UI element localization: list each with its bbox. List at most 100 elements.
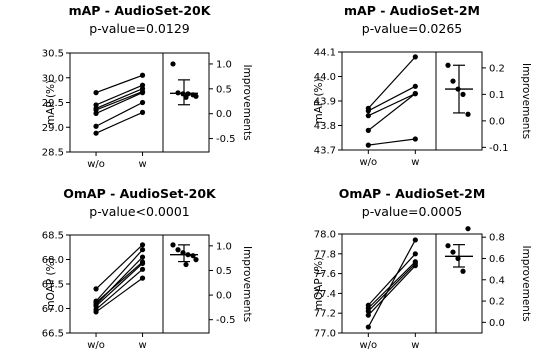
y-tick-label: 30.5 [42,49,64,60]
point-with [139,260,146,267]
point-without [365,312,371,318]
pair-line [95,74,143,94]
y-tick-label: 43.9 [314,97,336,108]
improvement-axis-label: Improvements [520,63,532,139]
improvement-point [175,90,181,96]
point-without [93,130,99,136]
improvement-point [460,91,466,97]
point-with [412,237,418,243]
y-tick-label: 77.8 [314,249,336,260]
y-tick-label: 68.5 [42,231,64,242]
point-with [412,83,418,89]
x-tick-label: w/o [359,157,377,168]
point-with [139,72,146,78]
improvement-point [190,253,196,259]
pair-line [95,91,143,111]
y-tick-label: 68.0 [42,255,64,266]
chart-panel-1: mAP - AudioSet-20K p-value=0.0129 28.5 29.0… [42,3,253,170]
plot-frame [69,52,210,153]
improvement-point [460,268,466,274]
improvement-point [465,226,471,232]
pair-line [95,244,143,290]
improvement-tick-label: 0.8 [489,233,505,244]
point-with [139,275,146,281]
y-tick-label: 77.4 [314,289,336,300]
point-without [365,108,371,114]
y-tick-label: 29.5 [42,98,64,109]
improvement-tick-label: 0.6 [489,254,505,265]
pair-line [368,138,416,146]
y-tick-label: 77.2 [314,309,336,320]
improvement-point [450,78,456,84]
point-with [412,91,418,97]
improvement-point [455,255,461,262]
pair-line [95,268,143,310]
pair-line [368,93,416,117]
pair-line [95,101,143,127]
y-tick-label: 30.0 [42,73,64,84]
pair-line [95,92,143,114]
pair-line [95,262,143,307]
pair-line [95,111,143,134]
improvement-point [455,86,461,92]
improvement-axis-label: Improvements [241,64,253,140]
chart-subtitle: p-value<0.0001 [89,204,189,219]
point-without [93,110,99,116]
point-without [93,123,99,129]
improvement-tick-label: 1.0 [216,241,232,252]
y-axis-label: mAP (%) [45,80,57,125]
improvement-tick-label: 0.5 [216,266,232,277]
x-tick-label: w/o [87,340,105,351]
improvement-point [180,250,186,256]
improvement-point [170,242,176,248]
x-tick-label: w [138,159,146,170]
pair-line [95,249,143,302]
point-without [365,142,371,148]
chart-panel-4: OmAP - AudioSet-2M p-value=0.0005 77.0 77.2… [313,186,532,351]
pair-line [367,93,416,131]
point-with [412,263,418,269]
pair-line [95,88,143,109]
point-with [139,90,146,96]
pair-line [367,56,416,109]
x-tick-label: w [411,340,419,351]
improvement-axis-label: Improvements [520,245,532,321]
point-with [412,136,418,142]
improvement-point [445,243,451,249]
y-tick-label: 43.8 [314,121,336,132]
pair-line [368,85,416,112]
improvement-tick-label: 1.0 [216,59,232,70]
improvement-point [185,252,191,258]
improvement-tick-label: -0.1 [489,143,509,154]
plot-frame [341,51,483,151]
pair-line [367,265,416,316]
improvement-point [183,261,189,268]
pair-line [95,277,143,313]
pair-line [367,261,416,309]
y-tick-label: 43.7 [314,146,336,157]
improvement-point [183,94,189,100]
point-without [365,127,371,133]
y-tick-label: 66.5 [42,329,64,340]
y-tick-label: 44.0 [314,72,336,83]
improvement-axis-label: Improvements [241,246,253,322]
y-axis-label: mOAP (%) [45,257,57,310]
chart-panel-3: OmAP - AudioSet-20K p-value<0.0001 66.5 67.… [42,186,253,351]
y-tick-label: 67.0 [42,304,64,315]
pair-line [367,263,416,312]
x-tick-label: w [138,340,146,351]
point-without [93,309,99,315]
improvement-tick-label: 0.0 [216,109,232,120]
point-with [139,109,146,115]
point-without [365,308,371,314]
improvement-tick-label: 0.0 [216,291,232,302]
y-tick-label: 77.0 [314,329,336,340]
improvement-point [180,91,186,97]
point-without [365,324,371,330]
chart-title: OmAP - AudioSet-20K [63,186,217,201]
point-without [365,113,371,119]
chart-title: OmAP - AudioSet-2M [339,186,486,201]
improvement-tick-label: -0.5 [216,315,236,326]
improvement-point [445,62,451,68]
